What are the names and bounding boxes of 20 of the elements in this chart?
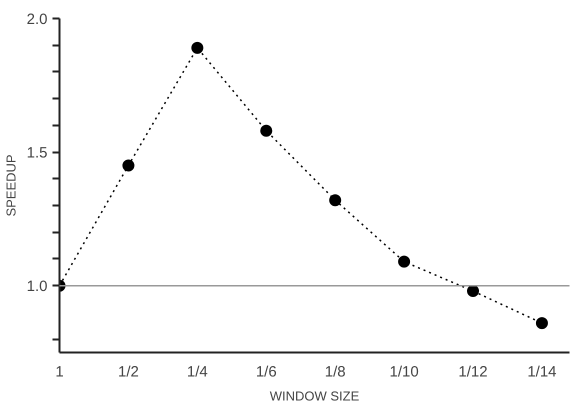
x-tick-label: 1/4	[186, 364, 208, 380]
point	[329, 194, 342, 206]
y-tick-label: 1.0	[26, 278, 48, 296]
x-tick-label: 1/6	[256, 364, 277, 380]
y-tick-label: 1.5	[26, 144, 48, 162]
x-tick-label: 1/10	[389, 364, 419, 380]
point	[122, 159, 134, 172]
x-tick-label: 1	[55, 364, 64, 380]
y-tick-label: 2.0	[26, 11, 48, 28]
point	[398, 256, 410, 268]
point	[536, 317, 548, 330]
x-tick-label: 1/8	[324, 364, 346, 380]
x-tick-label: 1/14	[527, 364, 557, 380]
x-axis-title: WINDOW SIZE	[270, 388, 360, 404]
y-axis-title: SPEEDUP	[4, 154, 19, 217]
point	[260, 124, 272, 137]
x-tick-label: 1/2	[118, 364, 139, 380]
point	[467, 285, 480, 298]
x-tick-label: 1/12	[458, 364, 488, 380]
point	[191, 42, 204, 54]
